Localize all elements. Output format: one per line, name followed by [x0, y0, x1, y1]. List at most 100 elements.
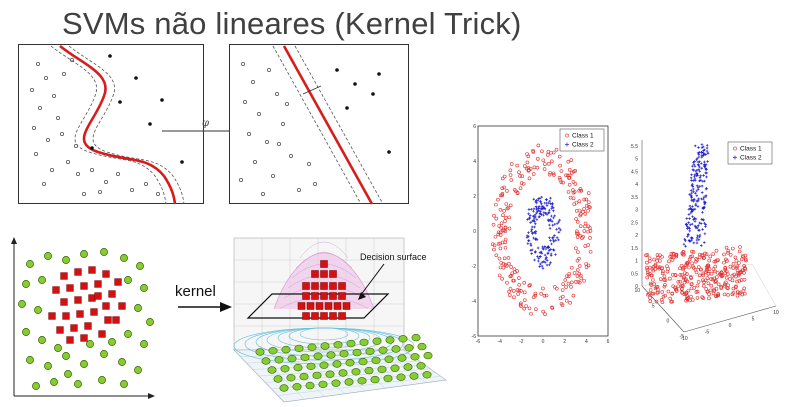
class1-point [724, 275, 729, 280]
class2-point [694, 217, 698, 221]
class1-point [571, 196, 576, 201]
open-point [267, 67, 272, 72]
class2-point [693, 160, 696, 163]
class2-point [557, 230, 561, 234]
red-square [320, 270, 328, 278]
class1-point [564, 298, 569, 303]
green-circle [287, 354, 297, 363]
class1-point [678, 273, 683, 277]
class2-point [704, 201, 707, 204]
class1-point [512, 188, 517, 192]
green-circle [54, 344, 62, 352]
open-point [43, 76, 48, 81]
class2-point [684, 244, 687, 248]
class2-point [699, 174, 703, 178]
class2-point [704, 153, 708, 156]
z-tick-label: 2 [635, 233, 638, 239]
class1-point [708, 254, 713, 259]
open-point [297, 187, 302, 192]
class1-point [507, 293, 512, 297]
class1-point [694, 270, 699, 275]
class1-point [510, 271, 515, 276]
class1-point [660, 300, 665, 304]
red-square [88, 266, 96, 274]
filled-point [134, 76, 138, 80]
class1-point [506, 205, 511, 210]
open-point [66, 160, 71, 165]
red-square [338, 312, 346, 320]
class2-point [685, 217, 689, 220]
open-point [285, 102, 290, 107]
red-square [56, 326, 64, 334]
open-point [307, 162, 312, 167]
open-point [56, 116, 61, 121]
green-circle [255, 348, 265, 356]
class1-point [716, 293, 721, 298]
class2-point [530, 207, 533, 211]
class1-point [674, 253, 678, 258]
class1-point [711, 267, 716, 271]
class1-point [690, 298, 695, 302]
class1-point [689, 294, 693, 299]
decision-plane [246, 293, 390, 319]
red-square [108, 290, 116, 298]
class1-point [519, 181, 524, 185]
class1-point [588, 205, 592, 210]
class2-point [538, 265, 542, 268]
class2-point [696, 226, 699, 230]
red-square [114, 278, 122, 286]
class1-point [574, 217, 578, 221]
class1-point [502, 209, 506, 213]
z-tick-label: 5 [635, 157, 638, 163]
class2-point [551, 206, 555, 210]
class1-point [712, 289, 716, 293]
class1-point [534, 307, 538, 311]
red-square [118, 302, 126, 310]
red-square [315, 302, 324, 310]
class2-point [536, 210, 539, 213]
class1-point [517, 276, 521, 280]
class1-point [671, 272, 675, 277]
class1-point [536, 143, 541, 148]
class2-point [705, 187, 708, 190]
class1-point [683, 271, 687, 276]
class1-point [519, 301, 523, 306]
class1-point [497, 224, 502, 228]
green-circle [280, 365, 290, 373]
linear-decision-boundary [282, 45, 374, 205]
class1-point [496, 242, 501, 246]
class2-point [687, 213, 691, 216]
class2-point [698, 221, 701, 225]
open-point [242, 100, 247, 105]
class2-point [693, 175, 696, 179]
class1-point [737, 278, 742, 283]
class1-point [576, 280, 581, 284]
class2-point [535, 218, 539, 221]
class1-point [575, 268, 580, 272]
green-circle [124, 330, 132, 338]
class2-point [547, 249, 551, 252]
class1-point [654, 299, 659, 304]
class1-point [743, 253, 748, 258]
class1-point [512, 295, 516, 300]
green-circle [26, 260, 34, 268]
class1-point [705, 289, 710, 294]
class2-point [693, 216, 696, 220]
class2-point [555, 222, 559, 225]
class1-point [661, 269, 665, 274]
red-square [338, 282, 346, 290]
class1-point [508, 287, 513, 291]
class2-point [695, 189, 699, 193]
class1-point [586, 243, 591, 247]
class1-point [531, 149, 535, 153]
class1-point [715, 275, 719, 279]
class2-point [682, 242, 686, 246]
class2-point [703, 221, 706, 225]
class2-point [693, 207, 697, 211]
class2-point [700, 184, 704, 188]
class1-point [715, 258, 719, 263]
class2-point [545, 259, 549, 262]
class1-point [737, 261, 741, 265]
class1-point [655, 291, 660, 295]
class2-point [702, 241, 706, 244]
